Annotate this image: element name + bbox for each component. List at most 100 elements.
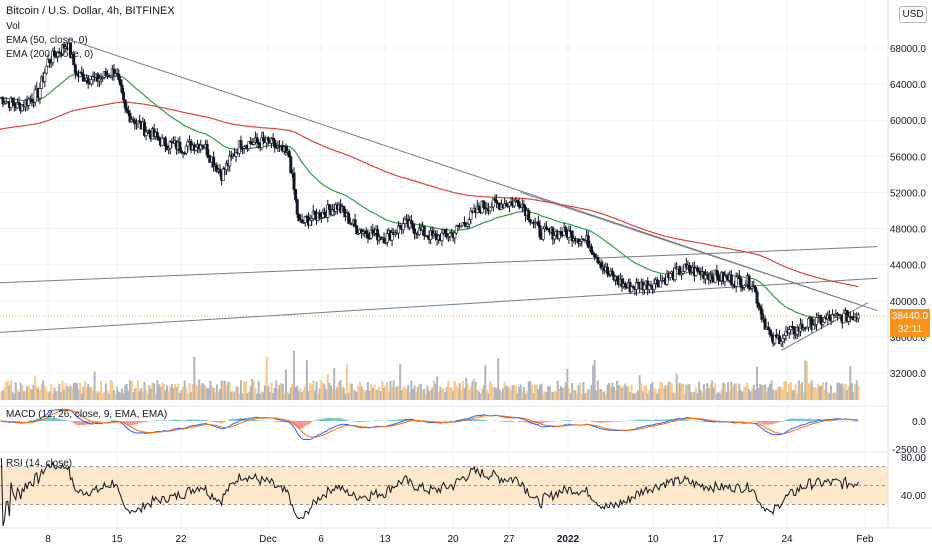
volume-bar xyxy=(346,364,349,400)
volume-bar xyxy=(309,383,312,400)
volume-bar xyxy=(117,391,120,400)
volume-bar xyxy=(762,385,765,400)
macd-histogram-bar xyxy=(59,419,62,421)
volume-bar xyxy=(812,386,815,400)
currency-button[interactable]: USD xyxy=(899,6,927,23)
volume-bar xyxy=(448,387,451,400)
macd-histogram-bar xyxy=(178,419,181,421)
volume-bar xyxy=(641,391,644,400)
macd-histogram-bar xyxy=(368,421,371,422)
volume-bar xyxy=(294,386,297,400)
macd-histogram-bar xyxy=(802,418,805,421)
volume-bar xyxy=(834,392,837,400)
macd-histogram-bar xyxy=(786,419,789,421)
macd-histogram-bar xyxy=(678,419,681,421)
macd-histogram-bar xyxy=(305,421,308,426)
volume-bar xyxy=(296,385,299,400)
volume-bar xyxy=(151,382,154,400)
volume-bar xyxy=(71,388,74,400)
volume-bar xyxy=(730,381,733,400)
macd-histogram-bar xyxy=(469,419,472,421)
candle-body xyxy=(856,314,860,319)
macd-histogram-bar xyxy=(363,421,366,422)
volume-bar xyxy=(571,383,574,400)
volume-bar xyxy=(231,390,234,400)
volume-bar xyxy=(466,383,469,400)
volume-bar xyxy=(452,391,455,400)
volume-bar xyxy=(703,384,705,400)
volume-bar xyxy=(217,392,220,400)
candle-body xyxy=(163,137,167,147)
macd-histogram-bar xyxy=(524,421,527,423)
macd-histogram-bar xyxy=(299,421,302,429)
volume-bar xyxy=(479,393,482,400)
volume-bar xyxy=(58,384,61,400)
candle-body xyxy=(453,232,457,239)
candle-body xyxy=(294,189,298,200)
volume-bar xyxy=(500,392,503,400)
macd-histogram-bar xyxy=(199,419,202,421)
volume-bar xyxy=(804,360,807,400)
macd-histogram-bar xyxy=(548,421,551,422)
candle-body xyxy=(212,156,216,167)
volume-bar xyxy=(47,393,49,400)
volume-bar xyxy=(436,376,439,400)
candle-body xyxy=(43,72,47,82)
candle-body xyxy=(120,84,124,93)
candle-body xyxy=(228,155,232,167)
macd-histogram-bar xyxy=(553,421,556,422)
macd-histogram-bar xyxy=(214,421,217,423)
volume-bar xyxy=(211,385,213,400)
volume-bar xyxy=(375,389,377,400)
macd-histogram-bar xyxy=(757,421,760,423)
volume-bar xyxy=(342,387,345,400)
volume-bar xyxy=(238,393,241,400)
candle-body xyxy=(495,200,499,204)
volume-bar xyxy=(288,393,291,400)
macd-histogram-bar xyxy=(79,421,82,426)
macd-histogram-bar xyxy=(333,418,336,421)
volume-bar xyxy=(191,384,194,400)
volume-bar xyxy=(165,385,168,400)
macd-histogram-bar xyxy=(304,421,307,427)
candle-body xyxy=(271,137,275,141)
macd-histogram-bar xyxy=(479,419,482,421)
volume-bar xyxy=(741,391,744,400)
volume-bar xyxy=(56,390,59,400)
macd-histogram-bar xyxy=(789,418,792,421)
candle-body xyxy=(593,254,597,258)
macd-histogram-bar xyxy=(315,420,318,421)
volume-bar xyxy=(513,384,516,400)
macd-histogram-bar xyxy=(543,421,546,423)
volume-bar xyxy=(379,391,382,400)
volume-bar xyxy=(267,386,270,400)
macd-histogram-bar xyxy=(191,419,194,421)
candle-body xyxy=(205,144,209,156)
volume-bars xyxy=(0,350,860,400)
time-tick-label: 2022 xyxy=(557,534,580,545)
candle-body xyxy=(586,235,590,248)
macd-histogram-bar xyxy=(646,419,649,421)
macd-histogram-bar xyxy=(177,419,180,421)
macd-histogram-bar xyxy=(659,419,662,421)
macd-histogram-bar xyxy=(474,419,477,421)
macd-histogram-bar xyxy=(831,420,834,421)
price-tick-label: 60000.0 xyxy=(890,116,927,127)
volume-bar xyxy=(400,390,403,400)
volume-bar xyxy=(188,383,191,400)
price-tick-label: 56000.0 xyxy=(890,152,927,163)
candle-body xyxy=(643,284,647,291)
macd-histogram-bar xyxy=(180,420,183,421)
volume-bar xyxy=(431,387,434,400)
volume-bar xyxy=(421,390,424,400)
candle-body xyxy=(157,136,161,141)
volume-bar xyxy=(587,389,590,400)
macd-histogram-bar xyxy=(812,419,815,421)
macd-histogram-bar xyxy=(194,419,197,421)
volume-bar xyxy=(723,383,726,400)
volume-bar xyxy=(482,385,485,400)
macd-histogram-bar xyxy=(313,420,316,421)
volume-bar xyxy=(704,390,707,400)
macd-histogram-bar xyxy=(317,419,320,421)
